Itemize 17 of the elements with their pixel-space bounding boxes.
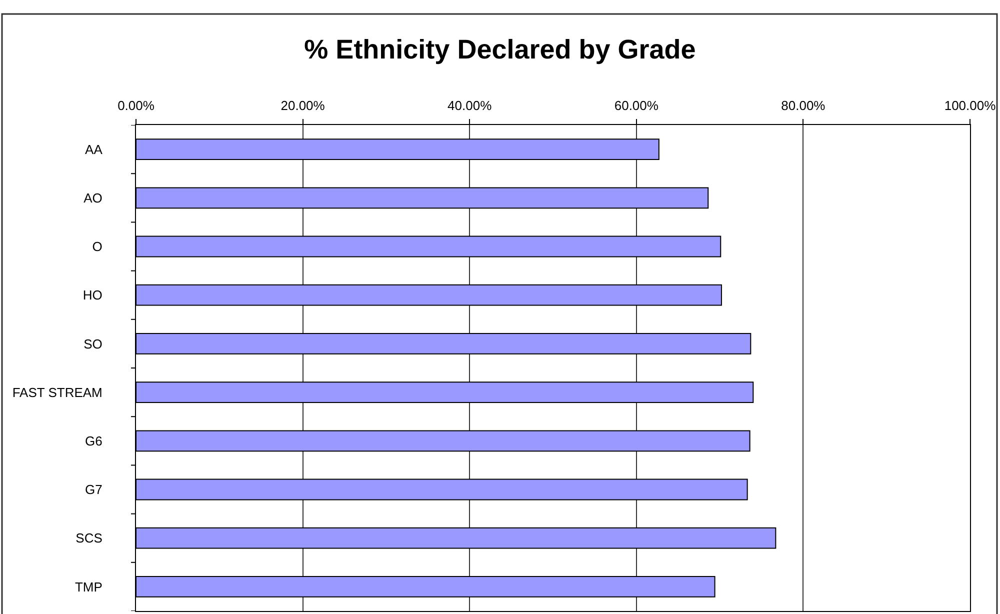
y-tick-label: TMP [74,579,102,594]
x-tick-label: 60.00% [614,98,659,113]
x-tick-label: 20.00% [280,98,326,113]
x-tick-label: 40.00% [448,98,492,113]
x-tick-label: 0.00% [118,98,155,113]
chart-title: % Ethnicity Declared by Grade [304,34,696,64]
y-tick-label: HO [82,288,102,303]
y-tick-label: O [92,239,102,254]
y-tick-label: FAST STREAM [12,384,102,400]
x-tick-label: 80.00% [781,98,826,113]
y-tick-label: AA [85,142,103,157]
y-tick-label: G7 [85,482,102,498]
y-tick-label: SO [84,336,102,352]
y-tick-label: AO [84,190,102,206]
y-tick-label: G6 [85,433,102,448]
x-tick-label: 100.00% [944,98,996,113]
y-tick-label: SCS [76,530,103,546]
